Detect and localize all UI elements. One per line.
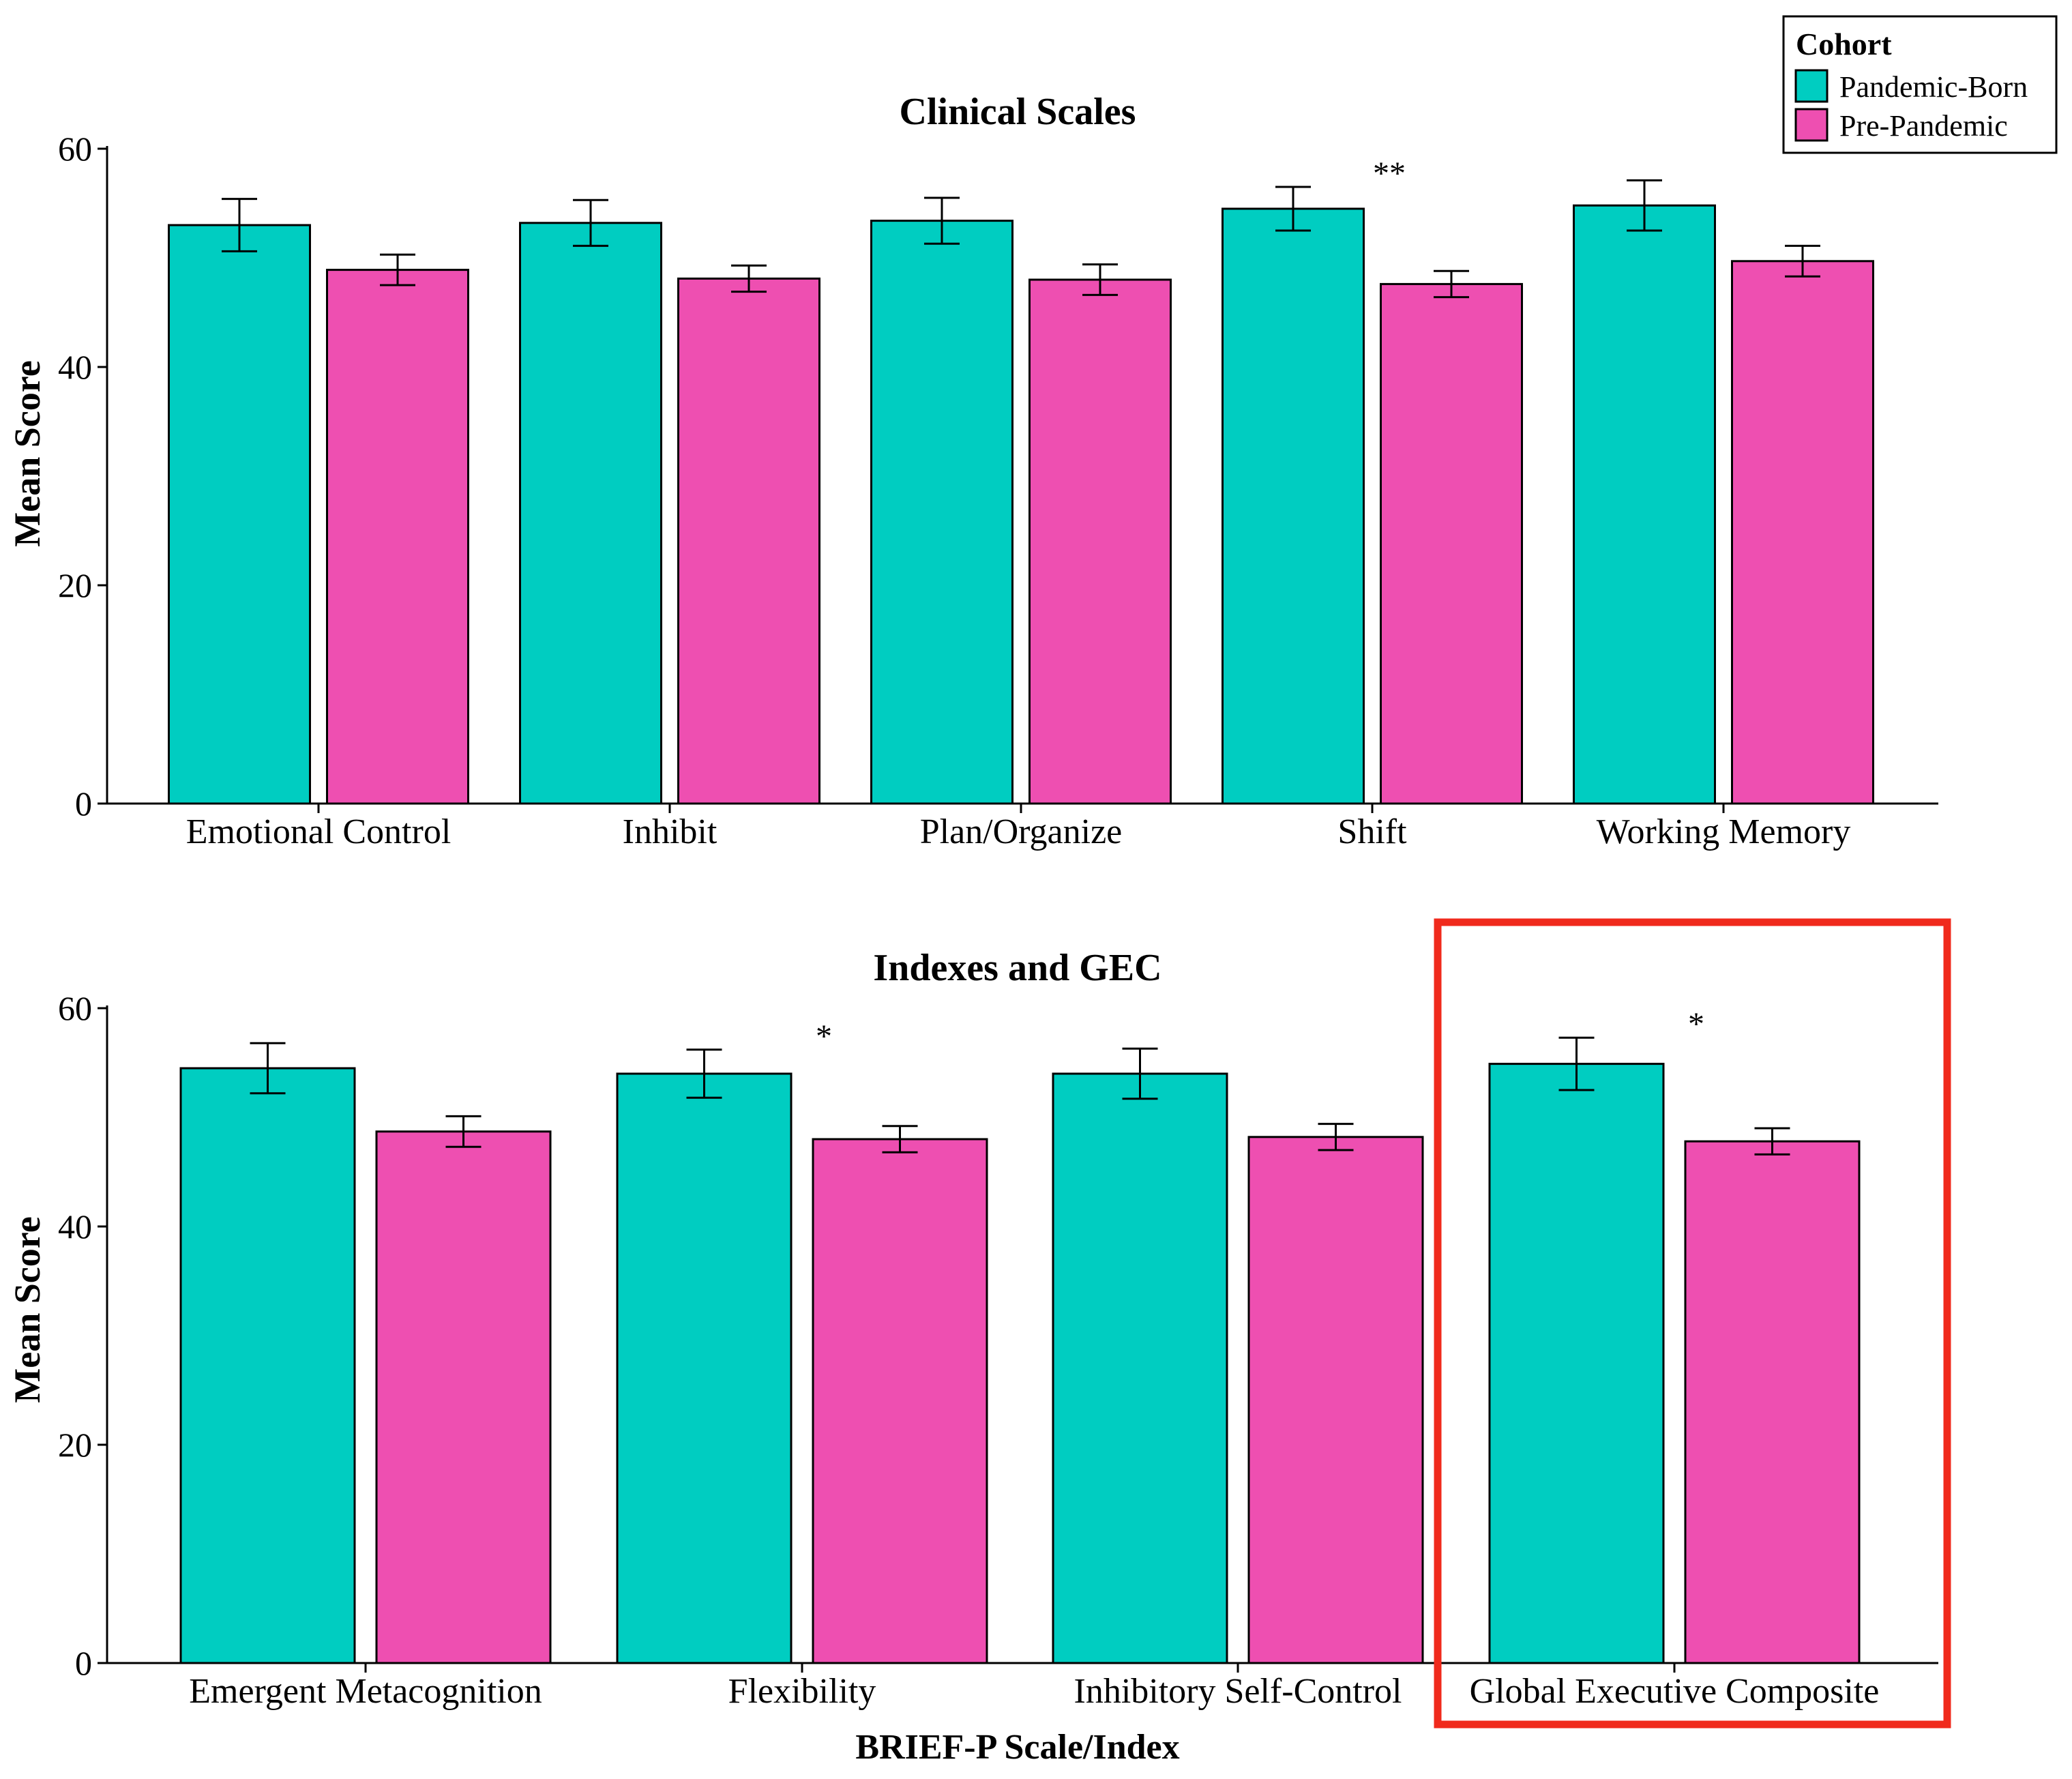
x-axis-label: BRIEF-P Scale/Index <box>855 1728 1179 1767</box>
error-bar-working-memory-pre-pandemic <box>1785 244 1820 278</box>
error-bar-shift-pandemic-born <box>1275 186 1311 232</box>
bar-shift-pre-pandemic <box>1380 282 1523 805</box>
error-bar-flexibility-pandemic-born <box>686 1048 722 1099</box>
bar-plan-organize-pre-pandemic <box>1028 278 1172 805</box>
bar-flexibility-pandemic-born <box>616 1072 793 1664</box>
error-bar-working-memory-pandemic-born <box>1627 179 1662 232</box>
error-bar-emotional-control-pandemic-born <box>222 198 257 252</box>
legend-title: Cohort <box>1796 27 1892 61</box>
bar-emotional-control-pandemic-born <box>168 224 311 805</box>
y-tick-label: 0 <box>75 1644 92 1682</box>
x-tick-label-global-executive-composite: Global Executive Composite <box>1470 1672 1880 1711</box>
legend-swatch-pre-pandemic <box>1794 108 1829 142</box>
legend-label-pre-pandemic: Pre-Pandemic <box>1839 109 2008 143</box>
bar-inhibit-pre-pandemic <box>677 277 820 805</box>
bar-inhibitory-self-control-pre-pandemic <box>1247 1136 1424 1664</box>
x-tick-label-working-memory: Working Memory <box>1597 812 1851 851</box>
error-bar-emergent-metacognition-pandemic-born <box>250 1042 286 1095</box>
significance-marker-flexibility: * <box>816 1018 832 1055</box>
y-tick-label: 20 <box>58 1426 92 1464</box>
error-bar-emotional-control-pre-pandemic <box>380 253 415 286</box>
x-tick-label-emotional-control: Emotional Control <box>186 812 452 851</box>
indexes-gec-marks: 0 20 40 60 Emergent Metacognition Flexibility… <box>58 989 1938 1711</box>
y-tick-label: 20 <box>58 566 92 604</box>
error-bar-flexibility-pre-pandemic <box>882 1125 918 1153</box>
clinical-scales-marks: 0 20 40 60 Emotional Control Inhibit Plan/Orga… <box>58 130 1938 851</box>
significance-marker-global-executive-composite: * <box>1688 1006 1704 1042</box>
x-tick-label-shift: Shift <box>1337 812 1407 851</box>
legend-box <box>1782 15 2058 154</box>
significance-marker-shift: ** <box>1373 156 1406 192</box>
y-axis-label-clinical-scales: Mean Score <box>7 360 48 546</box>
bar-plan-organize-pandemic-born <box>870 220 1013 805</box>
bar-global-executive-composite-pandemic-born <box>1488 1063 1665 1664</box>
panel-title-indexes-gec: Indexes and GEC <box>873 947 1161 989</box>
x-tick-label-inhibitory-self-control: Inhibitory Self-Control <box>1074 1672 1402 1711</box>
bar-working-memory-pre-pandemic <box>1731 260 1874 805</box>
panel-title-clinical-scales: Clinical Scales <box>900 91 1136 133</box>
error-bar-global-executive-composite-pandemic-born <box>1558 1036 1595 1091</box>
error-bar-inhibit-pandemic-born <box>573 199 608 247</box>
x-tick-label-plan-organize: Plan/Organize <box>920 812 1123 851</box>
error-bar-inhibit-pre-pandemic <box>731 264 767 293</box>
bar-global-executive-composite-pre-pandemic <box>1684 1140 1861 1664</box>
y-tick-label: 60 <box>58 130 92 168</box>
bar-flexibility-pre-pandemic <box>812 1138 988 1664</box>
bar-shift-pandemic-born <box>1222 207 1365 805</box>
y-tick-label: 0 <box>75 784 92 823</box>
y-axis-label-indexes-gec: Mean Score <box>7 1216 48 1402</box>
y-tick-label: 40 <box>58 348 92 386</box>
error-bar-global-executive-composite-pre-pandemic <box>1754 1127 1790 1156</box>
legend-swatch-pandemic-born <box>1794 69 1829 103</box>
clinical-scales-panel: Clinical Scales Mean Score 0 20 40 60 Emotio… <box>7 91 1938 851</box>
x-tick-label-inhibit: Inhibit <box>623 812 717 851</box>
bar-inhibitory-self-control-pandemic-born <box>1052 1072 1228 1664</box>
highlight-box-global-executive-composite <box>1434 918 1951 1729</box>
error-bar-plan-organize-pre-pandemic <box>1082 263 1118 296</box>
legend: Cohort Pandemic-Born Pre-Pandemic <box>1782 15 2058 154</box>
bar-working-memory-pandemic-born <box>1573 204 1716 805</box>
y-tick-label: 60 <box>58 989 92 1027</box>
y-tick-label: 40 <box>58 1207 92 1246</box>
error-bar-inhibitory-self-control-pandemic-born <box>1122 1047 1158 1100</box>
x-tick-label-emergent-metacognition: Emergent Metacognition <box>189 1672 542 1711</box>
error-bar-emergent-metacognition-pre-pandemic <box>445 1115 482 1148</box>
bar-emergent-metacognition-pandemic-born <box>179 1067 356 1664</box>
error-bar-inhibitory-self-control-pre-pandemic <box>1318 1123 1354 1151</box>
error-bar-plan-organize-pandemic-born <box>924 196 960 245</box>
indexes-gec-panel: Indexes and GEC Mean Score BRIEF-P Scale… <box>7 918 1951 1767</box>
bar-emergent-metacognition-pre-pandemic <box>375 1130 552 1664</box>
bar-emotional-control-pre-pandemic <box>326 269 469 805</box>
legend-label-pandemic-born: Pandemic-Born <box>1839 70 2028 104</box>
bar-inhibit-pandemic-born <box>519 222 662 805</box>
x-tick-label-flexibility: Flexibility <box>728 1672 876 1711</box>
error-bar-shift-pre-pandemic <box>1434 269 1469 299</box>
